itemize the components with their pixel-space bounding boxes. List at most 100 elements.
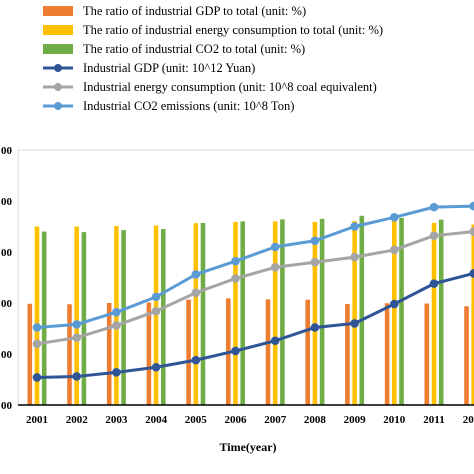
x-tick-2009: 2009 — [344, 414, 367, 426]
point-s1-2009 — [350, 252, 359, 262]
bar-s0-2001 — [27, 303, 33, 405]
legend-marker-2 — [54, 102, 62, 110]
legend-label-line-0: Industrial GDP (unit: 10^12 Yuan) — [83, 61, 255, 75]
point-s0-2001 — [32, 373, 42, 382]
bar-s2-2008 — [319, 218, 325, 405]
lines-group — [32, 201, 474, 382]
bar-s1-2009 — [352, 221, 357, 405]
bar-s2-2009 — [359, 215, 365, 405]
point-s2-2006 — [231, 256, 240, 266]
y-axis-ticks: 00 00 00 00 00 00 — [1, 145, 13, 412]
bar-s2-2007 — [280, 219, 285, 405]
y-tick-label: 00 — [1, 349, 13, 361]
x-tick-2005: 2005 — [185, 414, 208, 426]
point-s1-2003 — [112, 321, 121, 330]
x-axis-title: Time(year) — [219, 440, 276, 454]
bar-s0-2005 — [186, 299, 191, 405]
bar-s0-2007 — [265, 299, 271, 405]
point-s0-2006 — [231, 346, 240, 356]
bar-s0-2003 — [106, 303, 112, 405]
legend-swatch-bar-1 — [43, 25, 73, 35]
legend-swatch-bar-0 — [43, 6, 73, 16]
x-tick-2006: 2006 — [225, 414, 248, 426]
x-tick-2011: 2011 — [423, 414, 444, 426]
point-s0-2004 — [151, 362, 161, 372]
legend-label-bar-0: The ratio of industrial GDP to total (un… — [83, 4, 306, 18]
legend-label-line-2: Industrial CO2 emissions (unit: 10^8 Ton… — [83, 99, 294, 113]
point-s1-2002 — [72, 333, 81, 342]
bar-s1-2005 — [193, 223, 199, 405]
bar-s2-2006 — [240, 221, 245, 405]
point-s2-2008 — [310, 236, 320, 246]
point-s2-2003 — [112, 307, 121, 317]
point-s0-2005 — [191, 355, 201, 365]
bar-s2-2011 — [438, 219, 444, 405]
point-s0-2007 — [270, 336, 280, 346]
point-s2-2011 — [429, 202, 439, 212]
point-s1-2006 — [231, 274, 240, 283]
y-tick-label: 00 — [1, 247, 13, 259]
point-s1-2008 — [310, 257, 320, 267]
point-s1-2010 — [390, 245, 399, 255]
x-axis-ticks: 2001 2002 2003 2004 2005 2006 2007 2008 2009 2010… — [26, 414, 474, 426]
point-s1-2001 — [32, 339, 42, 349]
point-s2-2005 — [191, 270, 201, 279]
line-series-1 — [36, 230, 474, 346]
bar-s1-2008 — [312, 221, 318, 405]
point-s2-2009 — [350, 222, 359, 231]
x-tick-2002: 2002 — [66, 414, 89, 426]
bar-s2-2002 — [81, 232, 87, 405]
point-s0-2009 — [350, 319, 359, 328]
x-tick-2003: 2003 — [105, 414, 128, 426]
legend-swatch-bar-2 — [43, 44, 73, 54]
bar-s0-2011 — [424, 303, 430, 405]
legend-label-line-1: Industrial energy consumption (unit: 10^… — [83, 80, 377, 94]
x-tick-2004: 2004 — [145, 414, 168, 426]
x-tick-2001: 2001 — [26, 414, 48, 426]
bar-s2-2005 — [200, 222, 206, 405]
y-tick-label: 00 — [1, 145, 13, 157]
point-s2-2001 — [32, 323, 42, 332]
point-s0-2002 — [72, 372, 81, 381]
legend-marker-0 — [54, 64, 62, 72]
bar-s2-2004 — [161, 229, 166, 405]
bar-s0-2008 — [305, 299, 310, 405]
bar-s1-2011 — [431, 222, 437, 405]
point-s0-2008 — [310, 323, 320, 332]
bar-s1-2001 — [34, 226, 40, 405]
bar-s2-2001 — [41, 231, 47, 405]
bar-s0-2010 — [384, 303, 390, 405]
y-tick-label: 00 — [1, 400, 13, 412]
point-s2-2012 — [469, 201, 474, 211]
x-tick-2008: 2008 — [304, 414, 327, 426]
bar-s0-2004 — [146, 302, 152, 405]
point-s0-2012 — [469, 269, 474, 278]
x-tick-2007: 2007 — [264, 414, 287, 426]
bar-s0-2002 — [67, 304, 72, 405]
bar-s0-2009 — [345, 304, 350, 405]
point-s1-2007 — [270, 263, 280, 272]
point-s1-2004 — [151, 306, 161, 316]
bar-s2-2003 — [121, 230, 126, 405]
point-s1-2005 — [191, 288, 201, 298]
x-tick-2010: 2010 — [383, 414, 406, 426]
plot-area — [17, 149, 474, 406]
bar-s1-2002 — [74, 226, 79, 405]
y-tick-label: 00 — [1, 298, 13, 310]
point-s2-2010 — [390, 213, 399, 222]
bar-s1-2010 — [392, 220, 397, 406]
bar-s1-2006 — [233, 221, 238, 405]
line-series-2 — [36, 204, 474, 329]
bar-s0-2012 — [464, 306, 469, 405]
point-s0-2010 — [390, 299, 399, 309]
legend-marker-1 — [54, 83, 62, 91]
point-s1-2011 — [429, 231, 439, 240]
point-s1-2012 — [469, 227, 474, 236]
point-s0-2003 — [112, 368, 121, 377]
y-tick-label: 00 — [1, 196, 13, 208]
point-s2-2007 — [270, 242, 280, 252]
point-s2-2002 — [72, 320, 81, 329]
x-tick-2012: 2012 — [463, 414, 474, 426]
legend: The ratio of industrial GDP to total (un… — [43, 4, 383, 113]
